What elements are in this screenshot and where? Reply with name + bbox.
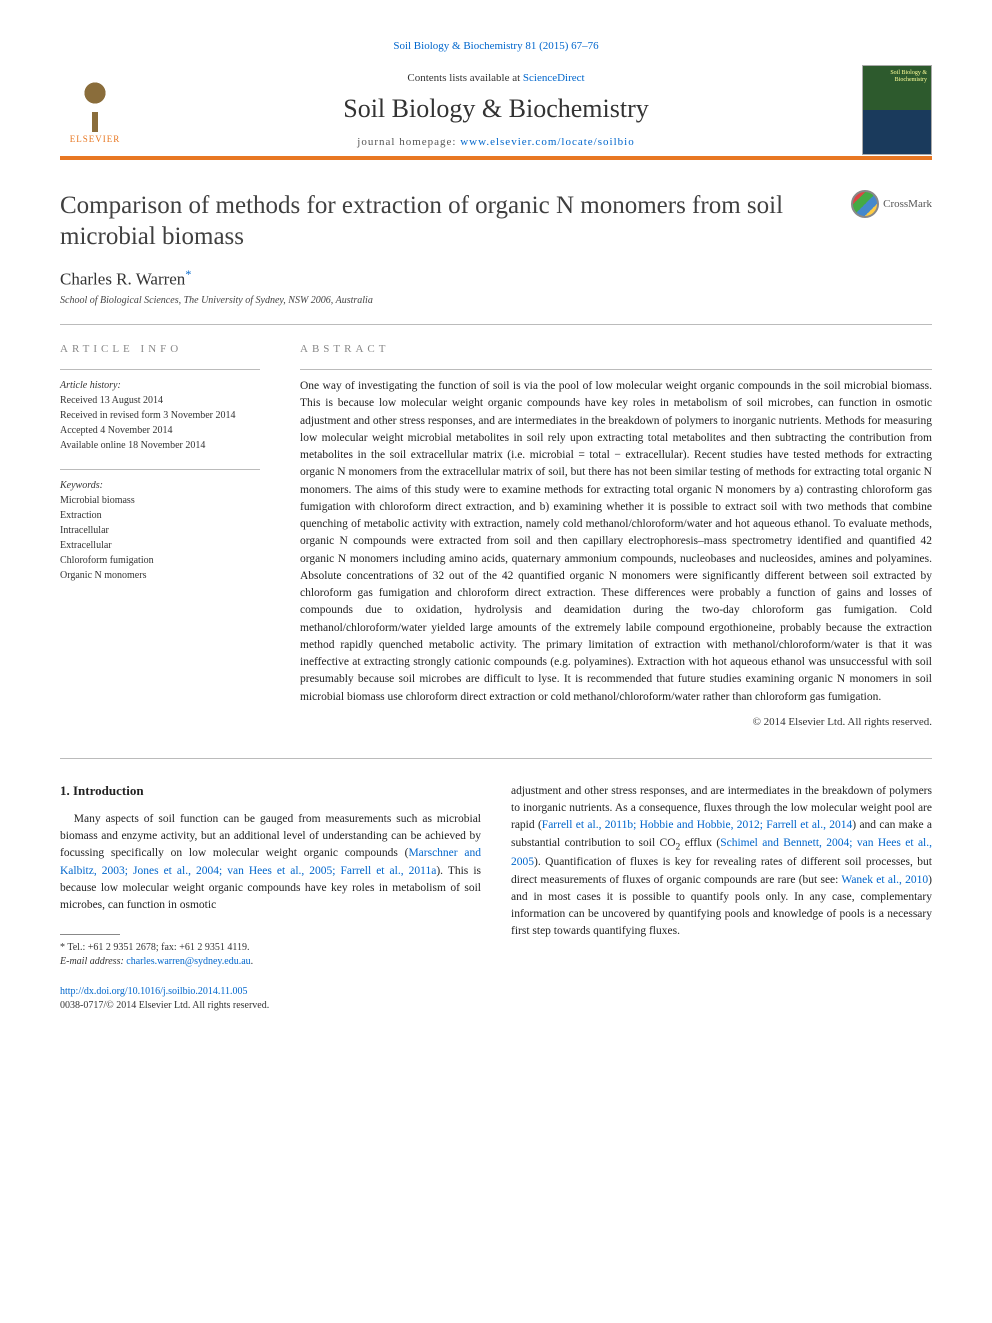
top-reference: Soil Biology & Biochemistry 81 (2015) 67… [60, 40, 932, 52]
history-title: Article history: [60, 378, 260, 393]
abstract-column: ABSTRACT One way of investigating the fu… [300, 343, 932, 728]
page-container: Soil Biology & Biochemistry 81 (2015) 67… [0, 0, 992, 1053]
article-info-label: ARTICLE INFO [60, 343, 260, 355]
affiliation: School of Biological Sciences, The Unive… [60, 295, 932, 306]
history-received: Received 13 August 2014 [60, 393, 260, 408]
keyword: Extracellular [60, 538, 260, 553]
history-online: Available online 18 November 2014 [60, 438, 260, 453]
footnote-email-label: E-mail address: [60, 956, 124, 967]
doi-block: http://dx.doi.org/10.1016/j.soilbio.2014… [60, 985, 481, 1013]
keyword: Extraction [60, 508, 260, 523]
body-column-right: adjustment and other stress responses, a… [511, 783, 932, 1014]
title-row: Comparison of methods for extraction of … [60, 190, 932, 253]
homepage-label: journal homepage: [357, 136, 456, 148]
top-ref-citation: 81 (2015) 67–76 [525, 40, 598, 52]
citation-link[interactable]: Wanek et al., 2010 [841, 874, 928, 886]
homepage-link[interactable]: www.elsevier.com/locate/soilbio [460, 136, 634, 148]
footnote-email-link[interactable]: charles.warren@sydney.edu.au [126, 956, 250, 967]
journal-homepage: journal homepage: www.elsevier.com/locat… [130, 136, 862, 148]
divider [60, 324, 932, 325]
elsevier-logo[interactable]: ELSEVIER [60, 70, 130, 150]
article-title: Comparison of methods for extraction of … [60, 190, 851, 253]
journal-cover-thumbnail[interactable]: Soil Biology & Biochemistry [862, 65, 932, 155]
history-revised: Received in revised form 3 November 2014 [60, 408, 260, 423]
contents-line: Contents lists available at ScienceDirec… [130, 72, 862, 84]
footnote-tel: Tel.: +61 2 9351 2678; fax: +61 2 9351 4… [67, 942, 249, 953]
keyword: Organic N monomers [60, 568, 260, 583]
keywords-title: Keywords: [60, 478, 260, 493]
sciencedirect-link[interactable]: ScienceDirect [523, 72, 585, 84]
crossmark-badge[interactable]: CrossMark [851, 190, 932, 218]
history-accepted: Accepted 4 November 2014 [60, 423, 260, 438]
body-columns: 1. Introduction Many aspects of soil fun… [60, 783, 932, 1014]
top-reference-link[interactable]: Soil Biology & Biochemistry 81 (2015) 67… [393, 40, 598, 52]
abstract-text: One way of investigating the function of… [300, 369, 932, 706]
citation-link[interactable]: Farrell et al., 2011b; Hobbie and Hobbie… [542, 819, 853, 831]
section-heading-intro: 1. Introduction [60, 783, 481, 799]
header-center: Contents lists available at ScienceDirec… [130, 64, 862, 156]
top-ref-journal: Soil Biology & Biochemistry [393, 40, 522, 52]
keyword: Intracellular [60, 523, 260, 538]
authors: Charles R. Warren* [60, 267, 932, 290]
article-history: Article history: Received 13 August 2014… [60, 369, 260, 453]
author-corresponding-marker[interactable]: * [185, 267, 191, 281]
body-column-left: 1. Introduction Many aspects of soil fun… [60, 783, 481, 1014]
crossmark-label: CrossMark [883, 198, 932, 210]
elsevier-label: ELSEVIER [70, 134, 121, 144]
abstract-copyright: © 2014 Elsevier Ltd. All rights reserved… [300, 716, 932, 728]
keyword: Chloroform fumigation [60, 553, 260, 568]
corresponding-footnote: * Tel.: +61 2 9351 2678; fax: +61 2 9351… [60, 941, 481, 969]
issn-copyright: 0038-0717/© 2014 Elsevier Ltd. All right… [60, 1000, 269, 1011]
abstract-label: ABSTRACT [300, 343, 932, 355]
contents-text: Contents lists available at [407, 72, 520, 84]
keywords-block: Keywords: Microbial biomass Extraction I… [60, 469, 260, 583]
footnote-divider [60, 934, 120, 935]
keyword: Microbial biomass [60, 493, 260, 508]
header-bar: ELSEVIER Contents lists available at Sci… [60, 64, 932, 160]
journal-name: Soil Biology & Biochemistry [130, 94, 862, 124]
intro-paragraph-1-cont: adjustment and other stress responses, a… [511, 783, 932, 941]
author-name: Charles R. Warren [60, 269, 185, 288]
elsevier-tree-icon [70, 77, 120, 132]
crossmark-icon [851, 190, 879, 218]
col2-mid2: efflux ( [680, 837, 720, 849]
footnote-marker: * [60, 942, 65, 953]
doi-link[interactable]: http://dx.doi.org/10.1016/j.soilbio.2014… [60, 986, 248, 997]
info-abstract-row: ARTICLE INFO Article history: Received 1… [60, 343, 932, 728]
intro-paragraph-1: Many aspects of soil function can be gau… [60, 811, 481, 915]
article-info-column: ARTICLE INFO Article history: Received 1… [60, 343, 260, 728]
cover-text: Soil Biology & Biochemistry [863, 70, 927, 84]
divider-full [60, 758, 932, 759]
